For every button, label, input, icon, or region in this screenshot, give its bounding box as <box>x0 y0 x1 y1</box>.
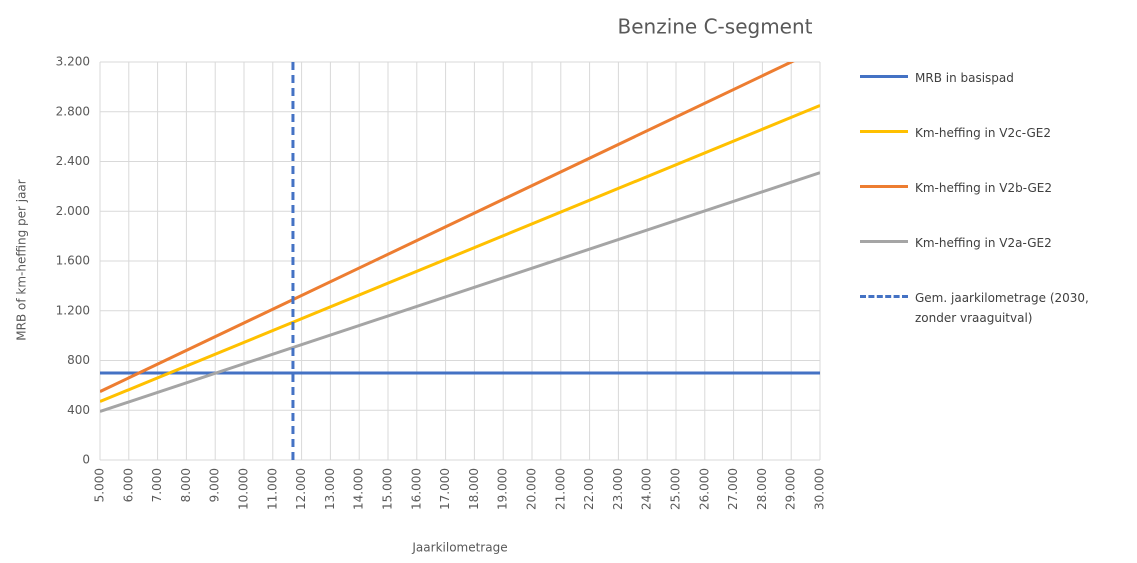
x-tick-label: 22.000 <box>582 468 596 510</box>
x-tick-label: 21.000 <box>553 468 567 510</box>
grid <box>99 61 821 461</box>
x-tick-label: 9.000 <box>208 468 222 502</box>
y-tick-label: 2.400 <box>56 154 90 168</box>
x-tick-label: 6.000 <box>121 468 135 502</box>
y-tick-label: 1.600 <box>56 254 90 268</box>
y-axis-label: MRB of km-heffing per jaar <box>15 179 29 341</box>
series-line <box>100 171 820 413</box>
legend-item: MRB in basispad <box>860 68 1130 123</box>
x-tick-label: 11.000 <box>265 468 279 510</box>
x-tick-label: 16.000 <box>409 468 423 510</box>
x-tick-label: 18.000 <box>467 468 481 510</box>
legend-label: Km-heffing in V2b-GE2 <box>915 181 1053 195</box>
x-tick-label: 17.000 <box>438 468 452 510</box>
series-line <box>100 62 795 393</box>
legend-label: Km-heffing in V2a-GE2 <box>915 236 1052 250</box>
y-tick-label: 800 <box>67 353 90 367</box>
y-tick-label: 2.800 <box>56 104 90 118</box>
y-tick-label: 1.200 <box>56 303 90 317</box>
y-tick-label: 400 <box>67 403 90 417</box>
y-tick-label: 0 <box>82 453 90 467</box>
x-tick-label: 5.000 <box>93 468 107 502</box>
x-tick-label: 10.000 <box>237 468 251 510</box>
legend-swatch <box>860 240 908 243</box>
x-tick-label: 27.000 <box>726 468 740 510</box>
legend-label: Km-heffing in V2c-GE2 <box>915 126 1051 140</box>
y-tick-label: 2.000 <box>56 204 90 218</box>
x-tick-label: 28.000 <box>755 468 769 510</box>
legend-item: Km-heffing in V2c-GE2 <box>860 123 1130 178</box>
chart-title: Benzine C-segment <box>618 15 813 39</box>
x-tick-label: 20.000 <box>525 468 539 510</box>
x-tick-label: 30.000 <box>813 468 827 510</box>
plot-area <box>100 62 820 460</box>
x-tick-label: 7.000 <box>150 468 164 502</box>
y-tick-label: 3.200 <box>56 55 90 69</box>
legend: MRB in basispad Km-heffing in V2c-GE2 Km-h… <box>860 68 1130 343</box>
x-tick-label: 29.000 <box>784 468 798 510</box>
legend-swatch <box>860 130 908 133</box>
x-tick-label: 13.000 <box>323 468 337 510</box>
legend-item: Km-heffing in V2b-GE2 <box>860 178 1130 233</box>
legend-swatch <box>860 185 908 188</box>
x-tick-label: 12.000 <box>294 468 308 510</box>
x-tick-label: 14.000 <box>352 468 366 510</box>
series-line <box>100 104 820 403</box>
x-tick-label: 8.000 <box>179 468 193 502</box>
legend-label: Gem. jaarkilometrage (2030, zonder vraag… <box>915 291 1089 325</box>
legend-swatch <box>860 295 908 298</box>
legend-swatch <box>860 75 908 78</box>
legend-item: Km-heffing in V2a-GE2 <box>860 233 1130 288</box>
x-tick-label: 24.000 <box>640 468 654 510</box>
x-tick-label: 15.000 <box>381 468 395 510</box>
x-tick-label: 26.000 <box>697 468 711 510</box>
x-tick-label: 25.000 <box>669 468 683 510</box>
x-tick-label: 19.000 <box>496 468 510 510</box>
x-tick-label: 23.000 <box>611 468 625 510</box>
legend-item: Gem. jaarkilometrage (2030, zonder vraag… <box>860 288 1130 343</box>
legend-label: MRB in basispad <box>915 71 1014 85</box>
x-axis-label: Jaarkilometrage <box>411 541 507 555</box>
